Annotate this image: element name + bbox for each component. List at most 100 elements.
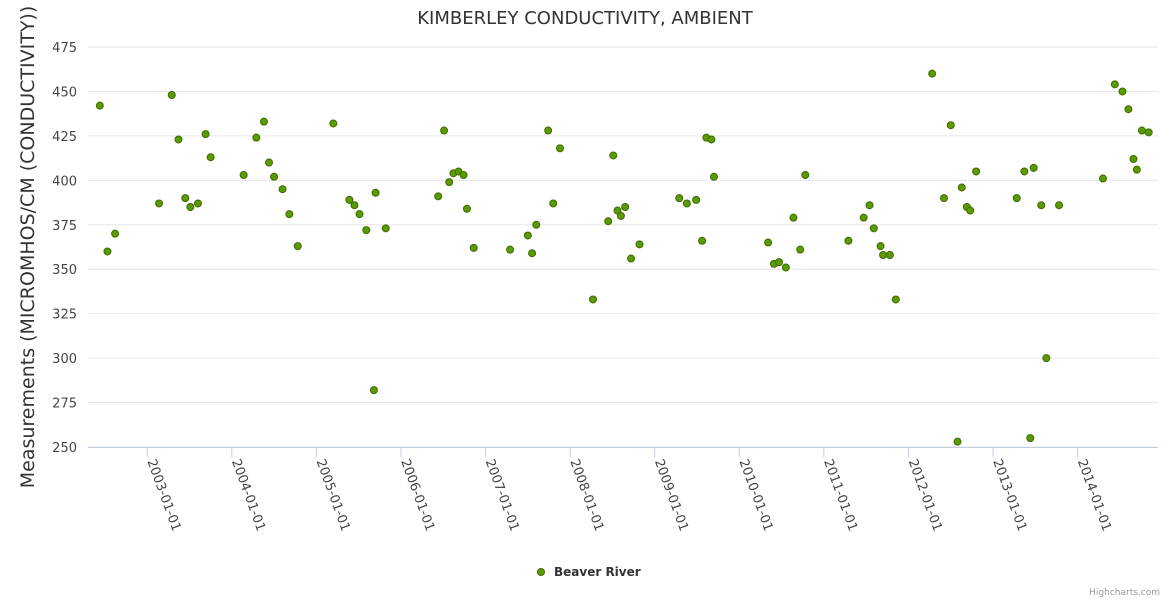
data-point-0-38[interactable] [532,220,541,229]
data-point-0-80[interactable] [1012,194,1021,203]
data-point-0-83[interactable] [1029,163,1038,172]
data-point-0-5[interactable] [174,135,183,144]
data-point-0-82[interactable] [1026,434,1035,443]
data-point-0-26[interactable] [381,224,390,233]
data-point-0-91[interactable] [1129,155,1138,163]
data-point-0-11[interactable] [239,171,248,179]
data-point-0-63[interactable] [801,171,810,179]
data-point-0-13[interactable] [259,117,268,126]
data-point-0-52[interactable] [692,195,701,204]
data-point-0-6[interactable] [181,194,190,203]
data-point-0-69[interactable] [879,251,888,259]
data-point-0-4[interactable] [167,91,176,99]
data-point-0-72[interactable] [928,69,937,78]
data-point-0-16[interactable] [278,185,287,194]
data-point-0-62[interactable] [796,245,805,254]
data-point-0-90[interactable] [1124,105,1133,114]
legend-symbol[interactable] [537,568,545,576]
data-point-0-85[interactable] [1042,354,1051,363]
data-point-0-88[interactable] [1110,80,1119,89]
data-point-0-43[interactable] [604,217,613,226]
data-point-0-89[interactable] [1118,87,1127,96]
data-point-0-19[interactable] [329,119,338,128]
data-point-0-81[interactable] [1020,167,1029,176]
data-point-0-71[interactable] [891,295,900,304]
data-point-0-2[interactable] [111,229,120,238]
data-point-0-12[interactable] [252,133,261,142]
data-point-0-84[interactable] [1037,201,1046,210]
data-point-0-74[interactable] [946,121,955,130]
data-point-0-66[interactable] [865,201,874,210]
y-tick-label-275: 275 [52,397,77,412]
legend[interactable]: Beaver River [537,565,641,579]
data-point-0-42[interactable] [588,295,597,304]
data-point-0-76[interactable] [957,183,966,192]
data-point-0-21[interactable] [350,201,359,210]
data-point-0-34[interactable] [469,243,478,252]
data-point-0-9[interactable] [201,130,210,139]
data-point-0-60[interactable] [781,263,790,272]
data-point-0-35[interactable] [506,245,515,254]
data-point-0-55[interactable] [707,135,716,144]
data-point-0-48[interactable] [627,254,636,263]
data-point-0-53[interactable] [698,236,707,245]
data-point-0-73[interactable] [940,194,948,203]
data-point-0-49[interactable] [635,240,644,249]
data-point-0-14[interactable] [265,158,274,167]
data-point-0-94[interactable] [1144,128,1153,137]
data-point-0-27[interactable] [434,192,443,201]
data-point-0-68[interactable] [876,242,885,251]
data-point-0-3[interactable] [155,199,164,208]
data-point-0-61[interactable] [789,213,798,222]
data-point-0-15[interactable] [270,172,279,181]
data-point-0-51[interactable] [682,199,691,208]
data-point-0-32[interactable] [459,171,468,179]
y-axis-label: Measurements (MICROMHOS/CM (CONDUCTIVITY… [17,6,39,489]
data-point-0-65[interactable] [859,213,868,222]
data-point-0-93[interactable] [1137,126,1146,135]
credits-link[interactable]: Highcharts.com [1089,588,1160,598]
data-point-0-87[interactable] [1099,174,1108,183]
data-point-0-44[interactable] [609,151,618,160]
data-point-0-78[interactable] [966,206,975,215]
data-point-0-59[interactable] [775,258,784,267]
data-point-0-8[interactable] [193,199,202,208]
data-point-0-70[interactable] [885,251,894,259]
data-point-0-79[interactable] [972,167,981,176]
y-axis-ticks: 250 275 300 325 350 375 400 425 450 475 [52,41,77,456]
data-point-0-25[interactable] [371,188,380,197]
data-point-0-18[interactable] [293,242,302,251]
data-point-0-86[interactable] [1055,201,1064,210]
data-point-0-56[interactable] [709,172,718,181]
data-point-0-0[interactable] [95,101,104,110]
data-point-0-41[interactable] [555,144,564,153]
data-point-0-10[interactable] [206,153,215,162]
data-point-0-29[interactable] [445,178,454,187]
data-point-0-64[interactable] [844,236,853,245]
data-point-0-39[interactable] [544,126,553,135]
y-tick-label-300: 300 [52,352,77,367]
legend-label-beaver-river[interactable]: Beaver River [554,565,641,579]
data-point-0-40[interactable] [549,199,558,208]
data-point-0-67[interactable] [869,224,878,233]
data-point-0-46[interactable] [616,211,625,220]
data-point-0-33[interactable] [462,204,471,213]
data-point-0-92[interactable] [1132,165,1141,174]
gridlines [88,46,1158,448]
data-point-0-1[interactable] [103,247,112,256]
data-point-0-22[interactable] [355,210,364,219]
data-point-0-17[interactable] [285,210,294,219]
y-tick-label-450: 450 [52,85,77,100]
data-point-0-23[interactable] [362,226,371,235]
data-point-0-37[interactable] [528,249,537,258]
data-point-0-20[interactable] [345,195,354,204]
data-point-0-75[interactable] [953,437,962,446]
data-point-0-28[interactable] [440,126,449,135]
data-point-0-57[interactable] [764,238,773,247]
data-point-0-47[interactable] [621,203,630,211]
data-point-0-36[interactable] [523,231,532,240]
data-point-0-50[interactable] [675,194,684,203]
data-point-0-7[interactable] [186,203,195,211]
data-point-0-24[interactable] [369,386,378,395]
